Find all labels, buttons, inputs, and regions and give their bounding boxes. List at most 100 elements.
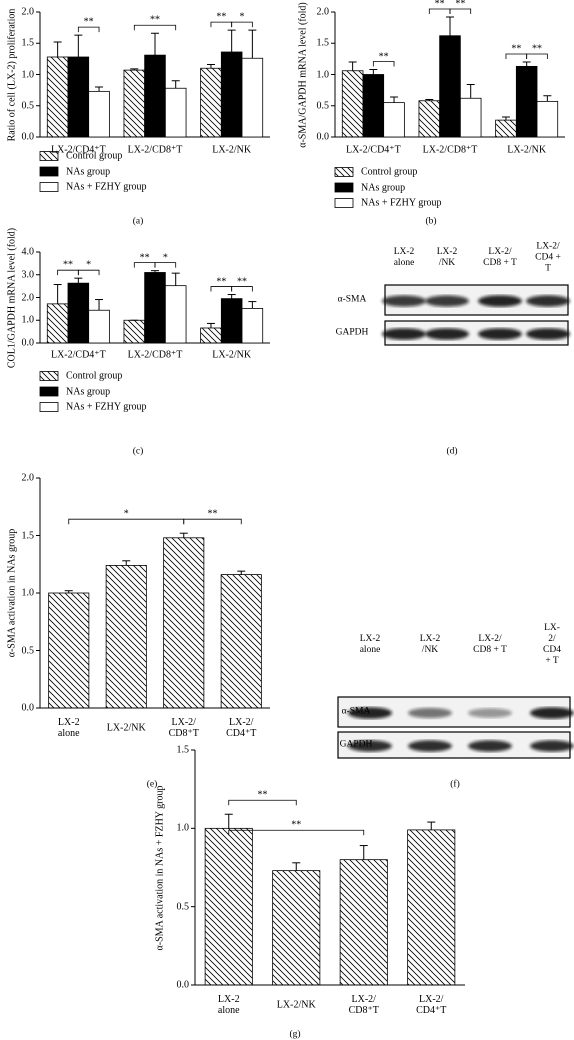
significance-bracket <box>68 518 185 525</box>
y-axis-label: α-SMA/GAPDH mRNA level (fold) <box>297 1 309 148</box>
bar <box>144 54 166 138</box>
bar <box>123 319 146 344</box>
y-tick-label: 4.0 <box>21 246 35 258</box>
panel-label: (e) <box>146 779 158 790</box>
legend-label: NAs + FZHY group <box>361 197 442 209</box>
bar <box>164 285 187 344</box>
blot-column-label: LX-2/ CD4 + T <box>535 241 561 274</box>
y-tick-label: 3.0 <box>21 269 35 281</box>
x-tick-label: LX-2/ CD4⁺T <box>416 994 447 1016</box>
bar <box>459 97 482 138</box>
bar <box>515 65 538 138</box>
blot-band <box>425 328 469 340</box>
significance-bracket <box>231 286 253 292</box>
x-tick-label: LX-2/NK <box>276 999 316 1011</box>
bar <box>123 69 146 138</box>
significance-label: * <box>86 259 92 271</box>
x-tick-label: LX-2/NK <box>507 144 547 156</box>
bar <box>200 67 222 138</box>
y-tick-label: 1.0 <box>176 822 190 834</box>
y-axis-label: COL1/GAPDH mRNA level (fold) <box>6 227 18 368</box>
y-tick-label: 0.5 <box>176 901 190 913</box>
x-tick-label: LX-2/CD4⁺T <box>50 144 106 156</box>
blot-band <box>382 295 426 307</box>
significance-label: ** <box>83 16 94 28</box>
panel-label: (d) <box>446 446 458 457</box>
blot-row-label: α-SMA <box>337 294 367 305</box>
x-tick-label: LX-2 alone <box>217 994 240 1016</box>
bar <box>407 829 456 986</box>
y-tick-label: 0.0 <box>316 131 330 143</box>
legend-label: NAs group <box>361 182 406 193</box>
blot-band <box>468 740 512 752</box>
y-tick-label: 0.0 <box>21 131 35 143</box>
significance-bracket <box>210 21 233 28</box>
legend-label: NAs + FZHY group <box>66 181 147 193</box>
y-tick-label: 2.0 <box>21 292 35 303</box>
blot-column-label: LX-2/ CD4 + T <box>543 623 561 666</box>
significance-bracket <box>154 262 177 268</box>
y-axis-label: α-SMA activation in NAs group <box>6 528 18 658</box>
y-tick-label: 1.0 <box>21 314 35 326</box>
y-tick-label: 1.5 <box>21 530 35 541</box>
x-tick-label: LX-2/NK <box>106 722 146 734</box>
panel-label: (g) <box>289 1029 301 1040</box>
significance-label: * <box>239 11 245 23</box>
blot-band <box>478 328 522 340</box>
y-tick-label: 1.0 <box>316 69 330 80</box>
significance-bracket <box>183 518 242 525</box>
legend-label: NAs group <box>66 166 111 177</box>
significance-label: ** <box>511 43 522 55</box>
blot-band <box>530 740 574 752</box>
blot-column-label: LX-2/ CD8 + T <box>483 247 517 268</box>
bar <box>163 537 205 709</box>
legend-label: Control group <box>66 370 123 382</box>
blot-band <box>526 295 570 307</box>
y-tick-label: 0.0 <box>176 979 190 991</box>
bar <box>362 74 385 138</box>
significance-bracket <box>133 24 177 31</box>
panel-label: (a) <box>132 216 144 227</box>
bar <box>48 592 90 709</box>
x-tick-label: LX-2/CD4⁺T <box>50 349 106 361</box>
bar <box>67 282 90 344</box>
significance-label: ** <box>62 259 73 271</box>
bar <box>164 87 187 138</box>
legend-swatch <box>39 151 59 161</box>
bar <box>272 870 321 986</box>
blot-row-label: GAPDH <box>335 327 369 338</box>
bar <box>88 309 110 344</box>
blot-column-label: LX-2 /NK <box>419 634 441 655</box>
significance-label: ** <box>455 0 466 10</box>
significance-bracket <box>505 53 528 59</box>
legend-swatch <box>334 167 354 177</box>
bar <box>204 827 253 986</box>
significance-bracket <box>526 53 548 59</box>
significance-bracket <box>77 269 100 276</box>
blot-band <box>526 328 570 340</box>
bar <box>105 565 147 709</box>
blot-band <box>530 707 574 719</box>
panel-label: (b) <box>425 216 437 227</box>
y-tick-label: 2.0 <box>21 6 35 18</box>
y-axis-label: α-SMA activation in NAs + FZHY group <box>154 785 166 950</box>
x-tick-label: LX-2/NK <box>212 349 252 361</box>
blot-row-label: α-SMA <box>341 706 371 717</box>
x-tick-label: LX-2/NK <box>212 144 252 156</box>
significance-label: ** <box>207 508 218 520</box>
y-tick-label: 1.5 <box>176 744 190 756</box>
legend-swatch <box>39 166 59 177</box>
blot-band <box>348 740 392 752</box>
bar <box>46 303 69 344</box>
legend-label: Control group <box>361 166 418 178</box>
significance-label: ** <box>216 276 227 288</box>
bar <box>383 102 405 138</box>
significance-label: * <box>162 252 168 264</box>
panel-label: (c) <box>132 446 144 457</box>
panel-label: (f) <box>450 779 460 790</box>
significance-bracket <box>449 8 472 14</box>
legend-swatch <box>39 182 59 192</box>
significance-bracket <box>77 26 100 33</box>
y-tick-label: 1.5 <box>21 37 35 49</box>
legend-label: NAs + FZHY group <box>66 401 147 413</box>
